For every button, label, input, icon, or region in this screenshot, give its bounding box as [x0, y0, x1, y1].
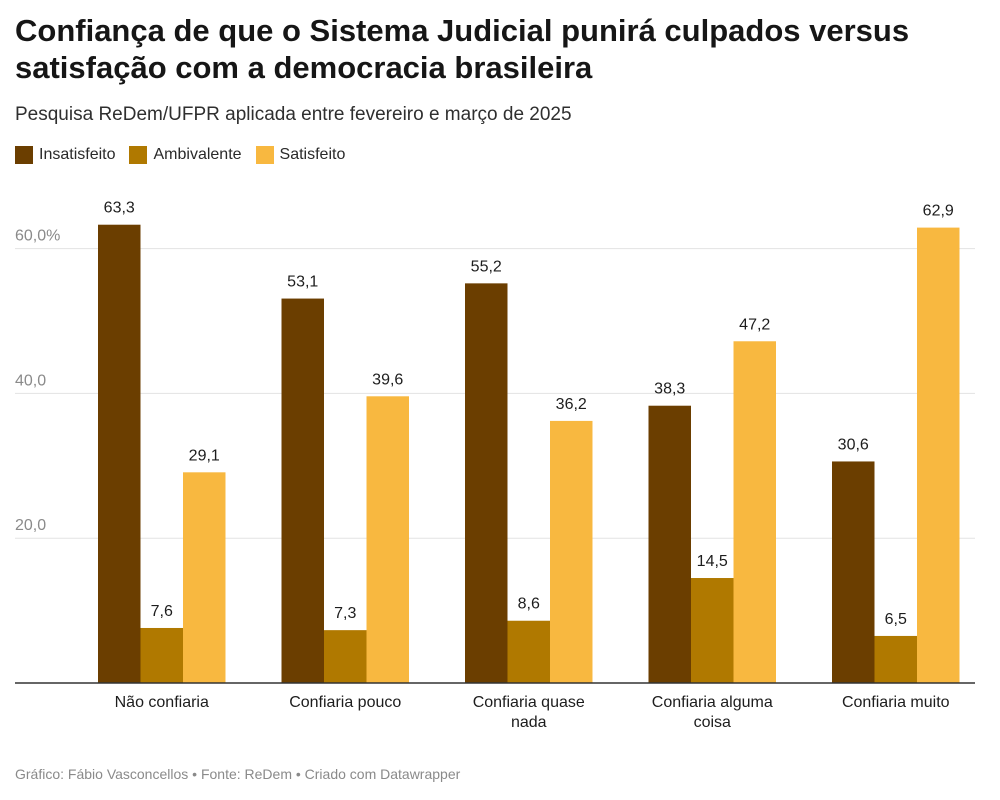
legend-swatch-ambivalente	[129, 146, 148, 164]
legend-label-insatisfeito: Insatisfeito	[39, 146, 116, 163]
legend-swatch-satisfeito	[255, 146, 274, 164]
y-tick-label: 20,0	[15, 517, 46, 534]
bar-ambivalente	[507, 620, 550, 683]
chart-subtitle: Pesquisa ReDem/UFPR aplicada entre fever…	[15, 104, 572, 125]
y-tick-label: 60,0%	[15, 228, 60, 245]
data-label: 29,1	[189, 447, 220, 464]
data-label: 62,9	[923, 203, 954, 220]
bar-insatisfeito	[465, 283, 508, 683]
x-tick-label: Confiaria alguma coisa	[652, 694, 773, 731]
bar-insatisfeito	[832, 461, 875, 683]
legend-label-satisfeito: Satisfeito	[279, 146, 346, 163]
x-tick-label: Confiaria muito	[842, 694, 950, 711]
data-label: 7,3	[334, 605, 356, 622]
data-label: 7,6	[151, 603, 173, 620]
data-label: 8,6	[518, 596, 540, 613]
data-label: 30,6	[838, 436, 869, 453]
chart-title: Confiança de que o Sistema Judicial puni…	[15, 13, 910, 85]
bar-insatisfeito	[98, 224, 141, 683]
legend-label-ambivalente: Ambivalente	[153, 146, 242, 163]
bar-satisfeito	[733, 341, 776, 683]
legend-item-ambivalente: Ambivalente	[129, 146, 242, 164]
data-label: 14,5	[697, 553, 728, 570]
legend-item-insatisfeito: Insatisfeito	[15, 146, 115, 164]
data-label: 53,1	[287, 274, 318, 291]
data-label: 63,3	[104, 200, 135, 217]
bar-insatisfeito	[281, 298, 324, 683]
bar-ambivalente	[874, 635, 917, 683]
legend-item-satisfeito: Satisfeito	[255, 146, 346, 164]
legend: Insatisfeito Ambivalente Satisfeito	[15, 146, 345, 164]
data-label: 6,5	[885, 611, 907, 628]
x-tick-label: Não confiaria	[115, 694, 209, 711]
bar-ambivalente	[691, 578, 734, 683]
data-label: 39,6	[372, 371, 403, 388]
data-label: 55,2	[471, 258, 502, 275]
legend-swatch-insatisfeito	[15, 146, 33, 164]
bar-satisfeito	[917, 227, 960, 683]
chart-footer: Gráfico: Fábio Vasconcellos • Fonte: ReD…	[15, 766, 461, 782]
data-label: 36,2	[556, 396, 587, 413]
x-tick-label: Confiaria quase nada	[473, 694, 585, 731]
data-label: 38,3	[654, 381, 685, 398]
bar-satisfeito	[366, 396, 409, 683]
y-tick-label: 40,0	[15, 372, 46, 389]
bar-satisfeito	[550, 420, 593, 683]
bar-ambivalente	[140, 627, 183, 683]
bar-insatisfeito	[648, 405, 691, 683]
bar-satisfeito	[183, 472, 226, 683]
x-tick-label: Confiaria pouco	[289, 694, 401, 711]
data-label: 47,2	[739, 316, 770, 333]
bar-ambivalente	[324, 630, 367, 683]
